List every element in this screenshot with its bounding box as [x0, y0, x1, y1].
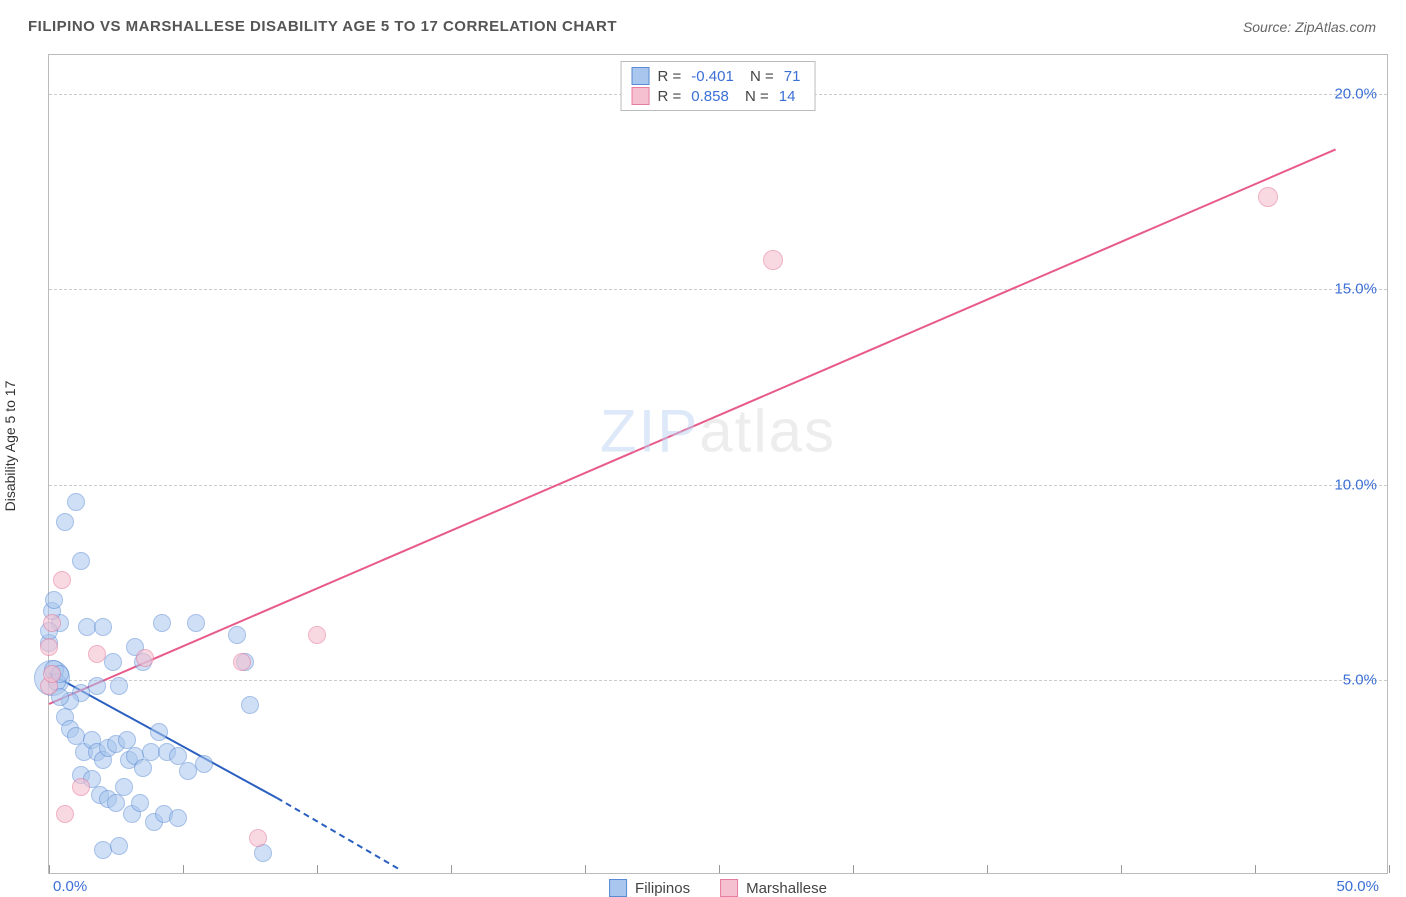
- y-tick-label: 15.0%: [1334, 281, 1377, 298]
- swatch-filipinos: [632, 67, 650, 85]
- data-point: [233, 653, 251, 671]
- trend-line: [49, 149, 1336, 705]
- source-label: Source: ZipAtlas.com: [1243, 19, 1376, 35]
- data-point: [241, 696, 259, 714]
- y-axis-label: Disability Age 5 to 17: [2, 381, 18, 512]
- data-point: [195, 755, 213, 773]
- data-point: [104, 653, 122, 671]
- legend-label-filipinos: Filipinos: [635, 880, 690, 897]
- x-tick: [1121, 865, 1122, 873]
- data-point: [115, 778, 133, 796]
- x-tick: [585, 865, 586, 873]
- x-tick: [49, 865, 50, 873]
- data-point: [53, 571, 71, 589]
- data-point: [153, 614, 171, 632]
- x-tick: [183, 865, 184, 873]
- y-tick-label: 5.0%: [1343, 671, 1377, 688]
- legend-item-marshallese: Marshallese: [720, 879, 827, 897]
- legend: Filipinos Marshallese: [609, 879, 827, 897]
- data-point: [45, 591, 63, 609]
- stats-row-marshallese: R = 0.858 N = 14: [632, 86, 805, 106]
- x-tick: [451, 865, 452, 873]
- data-point: [107, 794, 125, 812]
- legend-swatch-marshallese: [720, 879, 738, 897]
- trend-line-dash: [276, 797, 398, 869]
- data-point: [72, 552, 90, 570]
- x-tick: [987, 865, 988, 873]
- data-point: [187, 614, 205, 632]
- data-point: [40, 638, 58, 656]
- x-tick-label: 50.0%: [1336, 878, 1379, 895]
- data-point: [249, 829, 267, 847]
- data-point: [72, 778, 90, 796]
- data-point: [1258, 187, 1278, 207]
- n-value-marshallese: 14: [779, 88, 796, 105]
- data-point: [94, 618, 112, 636]
- data-point: [763, 250, 783, 270]
- stats-box: R = -0.401 N = 71 R = 0.858 N = 14: [621, 61, 816, 111]
- data-point: [131, 794, 149, 812]
- data-point: [136, 649, 154, 667]
- r-value-marshallese: 0.858: [691, 88, 729, 105]
- n-value-filipinos: 71: [784, 68, 801, 85]
- data-point: [254, 844, 272, 862]
- y-tick-label: 10.0%: [1334, 476, 1377, 493]
- y-tick-label: 20.0%: [1334, 86, 1377, 103]
- header-bar: FILIPINO VS MARSHALLESE DISABILITY AGE 5…: [0, 0, 1406, 43]
- data-point: [67, 493, 85, 511]
- data-point: [43, 614, 61, 632]
- data-point: [43, 665, 61, 683]
- swatch-marshallese: [632, 87, 650, 105]
- data-point: [110, 677, 128, 695]
- x-tick: [1389, 865, 1390, 873]
- x-tick-label: 0.0%: [53, 878, 87, 895]
- legend-label-marshallese: Marshallese: [746, 880, 827, 897]
- chart-area: 5.0%10.0%15.0%20.0%0.0%50.0% ZIPatlas R …: [48, 54, 1388, 874]
- data-point: [169, 747, 187, 765]
- data-point: [150, 723, 168, 741]
- gridline: [49, 289, 1387, 290]
- data-point: [110, 837, 128, 855]
- x-tick: [317, 865, 318, 873]
- r-value-filipinos: -0.401: [691, 68, 734, 85]
- gridline: [49, 485, 1387, 486]
- plot-region: 5.0%10.0%15.0%20.0%0.0%50.0%: [49, 55, 1387, 873]
- legend-swatch-filipinos: [609, 879, 627, 897]
- data-point: [88, 645, 106, 663]
- x-tick: [719, 865, 720, 873]
- data-point: [308, 626, 326, 644]
- data-point: [56, 513, 74, 531]
- x-tick: [853, 865, 854, 873]
- data-point: [134, 759, 152, 777]
- x-tick: [1255, 865, 1256, 873]
- legend-item-filipinos: Filipinos: [609, 879, 690, 897]
- stats-row-filipinos: R = -0.401 N = 71: [632, 66, 805, 86]
- data-point: [56, 805, 74, 823]
- data-point: [169, 809, 187, 827]
- data-point: [88, 677, 106, 695]
- data-point: [228, 626, 246, 644]
- chart-title: FILIPINO VS MARSHALLESE DISABILITY AGE 5…: [28, 18, 617, 35]
- gridline: [49, 680, 1387, 681]
